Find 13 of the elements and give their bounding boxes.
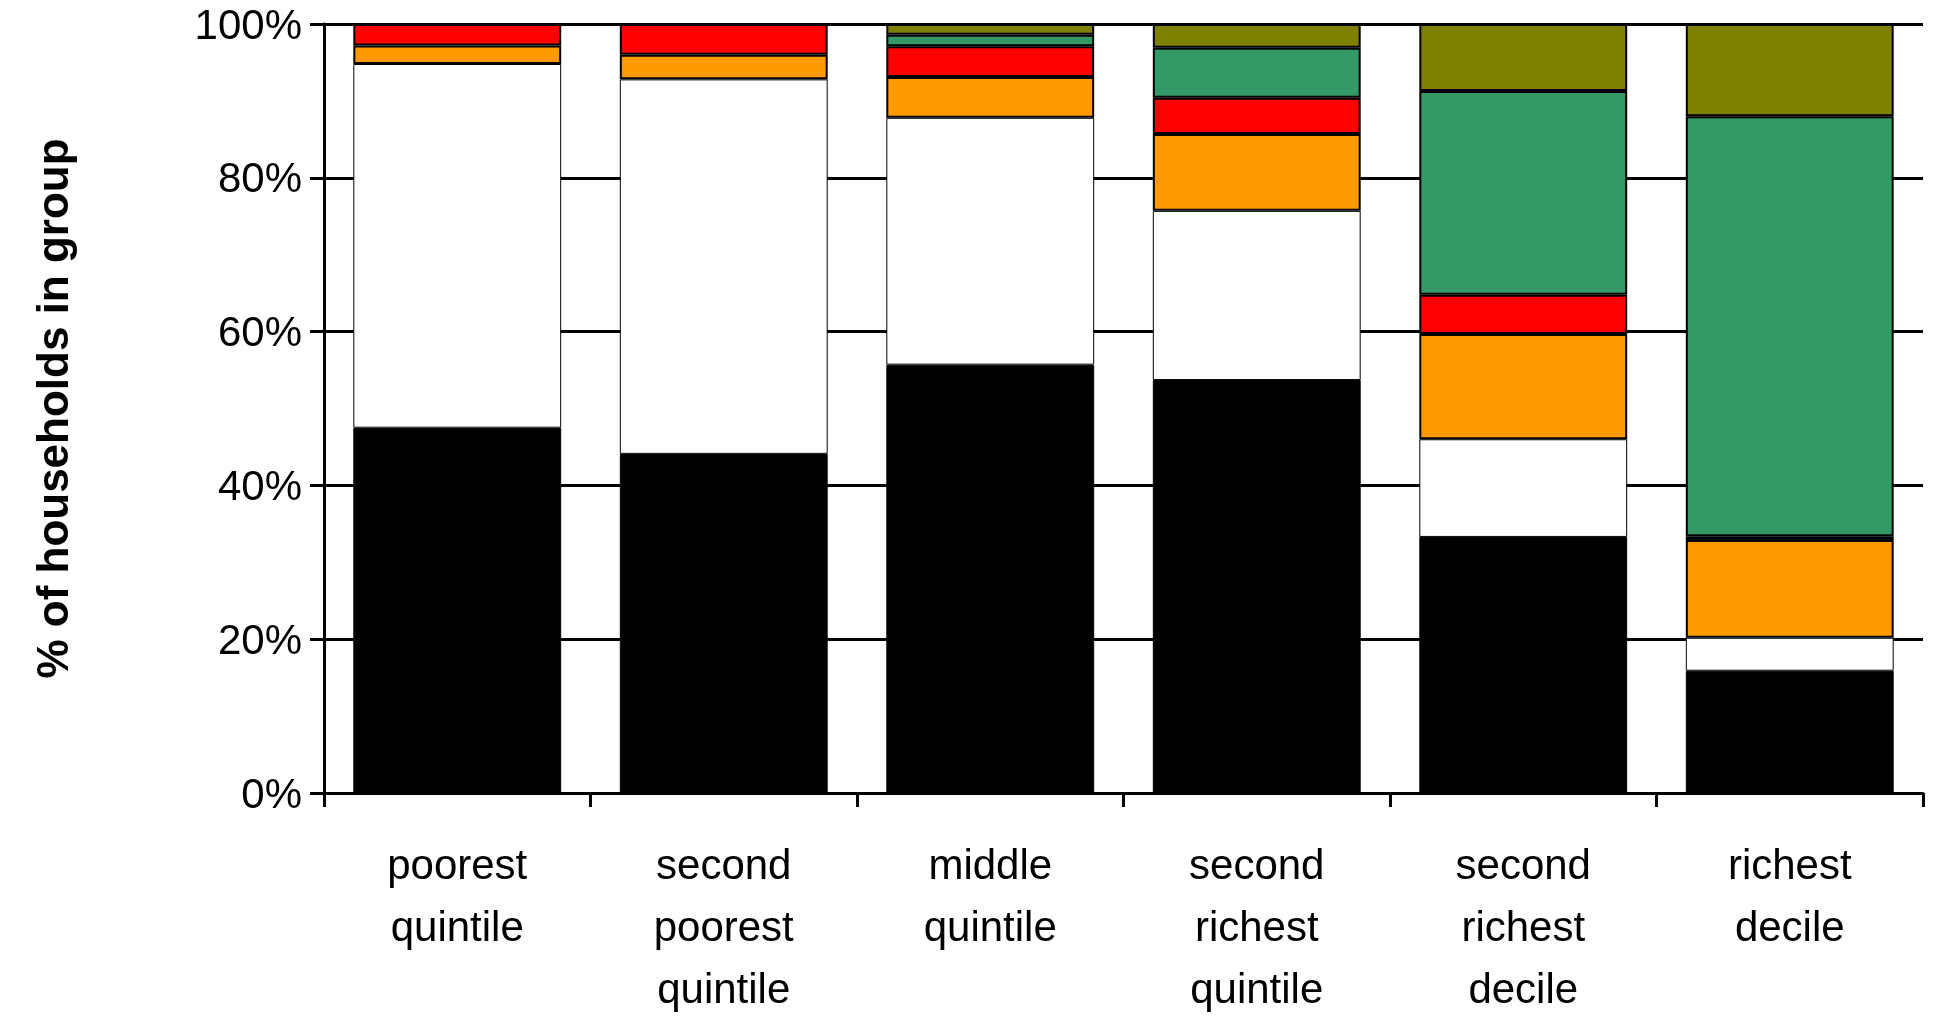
x-tick-label: richest decile xyxy=(1727,840,1852,950)
y-tick-label: 60% xyxy=(217,308,302,356)
y-axis-title: % of households in group xyxy=(27,138,77,679)
x-tick-label: second richest quintile xyxy=(1189,840,1325,1012)
x-tick-label: poorest quintile xyxy=(387,840,528,950)
x-tick-label: second richest decile xyxy=(1455,840,1591,1012)
y-tick-label: 80% xyxy=(217,154,302,202)
y-tick-label: 100% xyxy=(194,0,302,48)
x-tick-label: second poorest quintile xyxy=(653,840,795,1012)
y-tick-label: 40% xyxy=(217,461,302,509)
y-tick-label: 0% xyxy=(241,769,302,817)
y-tick-label: 20% xyxy=(217,615,302,663)
x-tick-label: middle quintile xyxy=(923,840,1057,950)
